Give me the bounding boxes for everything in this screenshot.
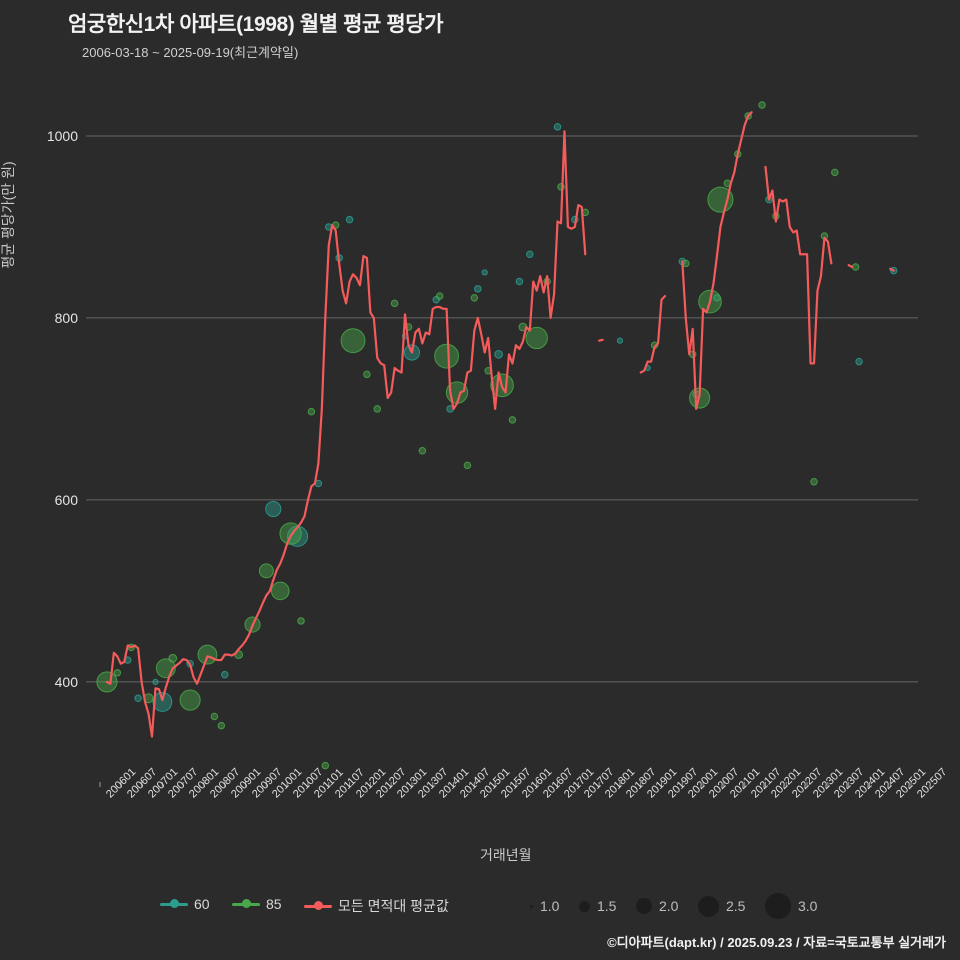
scatter-point bbox=[810, 477, 818, 486]
size-legend-label: 1.5 bbox=[597, 898, 617, 914]
size-legend-dot-icon bbox=[579, 900, 590, 912]
size-legend-label: 3.0 bbox=[798, 898, 818, 914]
scatter-point bbox=[474, 285, 482, 293]
size-legend-item-3.0: 3.0 bbox=[765, 890, 817, 922]
scatter-point bbox=[616, 337, 624, 344]
scatter-point bbox=[851, 263, 860, 271]
scatter-point bbox=[363, 370, 371, 379]
scatter-point bbox=[855, 357, 863, 366]
scatter-point bbox=[221, 670, 229, 679]
legend-swatch-icon bbox=[304, 901, 332, 910]
legend-label: 85 bbox=[266, 896, 282, 912]
y-tick-label: 800 bbox=[54, 309, 78, 326]
scatter-point bbox=[331, 221, 340, 229]
scatter-point bbox=[168, 653, 178, 663]
scatter-point bbox=[270, 581, 290, 601]
size-legend-dot-icon bbox=[765, 893, 791, 919]
legend-swatch-icon bbox=[160, 899, 188, 908]
size-legend-dot-icon bbox=[636, 898, 652, 914]
scatter-point bbox=[713, 294, 721, 302]
scatter-point bbox=[553, 123, 562, 131]
scatter-point bbox=[515, 277, 524, 286]
scatter-point bbox=[526, 250, 534, 258]
scatter-point bbox=[265, 500, 282, 518]
footer-credit: ©디아파트(dapt.kr) / 2025.09.23 / 자료=국토교통부 실… bbox=[607, 935, 946, 950]
scatter-point bbox=[831, 168, 839, 177]
size-legend-label: 2.0 bbox=[659, 898, 679, 914]
size-legend-item-2.5: 2.5 bbox=[698, 890, 745, 922]
scatter-point bbox=[217, 721, 226, 730]
scatter-point bbox=[470, 294, 479, 302]
scatter-point bbox=[435, 292, 444, 300]
legend-swatch-icon bbox=[232, 899, 260, 908]
legend-label: 60 bbox=[194, 896, 210, 912]
page-title: 엄궁한신1차 아파트(1998) 월별 평균 평당가 bbox=[68, 13, 444, 36]
scatter-point bbox=[197, 644, 218, 665]
legend-label: 모든 면적대 평균값 bbox=[338, 898, 449, 914]
scatter-point bbox=[152, 691, 173, 712]
y-tick-label: 1000 bbox=[46, 127, 78, 144]
x-axis-label: 거래년월 bbox=[480, 847, 532, 863]
scatter-point bbox=[134, 694, 142, 703]
y-axis-label: 평균 평당가(만 원) bbox=[0, 161, 16, 269]
scatter-point bbox=[297, 617, 305, 625]
scatter-point bbox=[446, 405, 454, 413]
scatter-point bbox=[390, 299, 399, 308]
scatter-point bbox=[463, 461, 472, 470]
scatter-point bbox=[307, 407, 316, 416]
scatter-point bbox=[481, 269, 488, 276]
scatter-point bbox=[234, 650, 244, 659]
scatter-point bbox=[340, 328, 366, 354]
scatter-point bbox=[143, 693, 154, 704]
y-tick-label: 600 bbox=[54, 491, 78, 508]
size-legend-item-2.0: 2.0 bbox=[636, 890, 678, 922]
legend-item-85[interactable]: 85 bbox=[232, 896, 282, 912]
scatter-point bbox=[418, 447, 427, 455]
scatter-point bbox=[434, 343, 460, 369]
legend-dot-icon bbox=[241, 899, 251, 908]
size-legend-dot-icon bbox=[530, 904, 533, 908]
legend-item-60[interactable]: 60 bbox=[160, 896, 210, 912]
legend-item-모든-면적대-평균값[interactable]: 모든 면적대 평균값 bbox=[304, 896, 449, 916]
legend-dot-icon bbox=[313, 901, 323, 910]
size-legend-item-1.5: 1.5 bbox=[579, 890, 616, 922]
line-series-avg bbox=[107, 112, 918, 736]
chart-legend: 60 85 모든 면적대 평균값 1.0 1.5 2.0 2.5 3.0 bbox=[0, 890, 960, 926]
size-legend-item-1.0: 1.0 bbox=[530, 890, 559, 922]
scatter-point bbox=[758, 101, 766, 109]
scatter-point bbox=[152, 678, 159, 686]
scatter-point bbox=[179, 689, 201, 711]
scatter-point bbox=[508, 416, 517, 424]
scatter-point bbox=[650, 341, 659, 349]
legend-dot-icon bbox=[169, 899, 179, 908]
scatter-point bbox=[373, 405, 382, 413]
scatter-point bbox=[321, 761, 330, 770]
scatter-point bbox=[707, 186, 734, 213]
scatter-point bbox=[345, 215, 354, 224]
y-tick-label: 400 bbox=[54, 673, 78, 690]
size-legend-label: 2.5 bbox=[726, 898, 746, 914]
scatter-point bbox=[210, 712, 219, 721]
page-subtitle: 2006-03-18 ~ 2025-09-19(최근계약일) bbox=[82, 45, 299, 60]
scatter-point bbox=[258, 563, 274, 579]
scatter-point bbox=[525, 326, 548, 350]
size-legend-dot-icon bbox=[698, 895, 719, 917]
scatter-point bbox=[494, 349, 503, 359]
scatter-point bbox=[113, 669, 122, 677]
size-legend-label: 1.0 bbox=[540, 898, 560, 914]
